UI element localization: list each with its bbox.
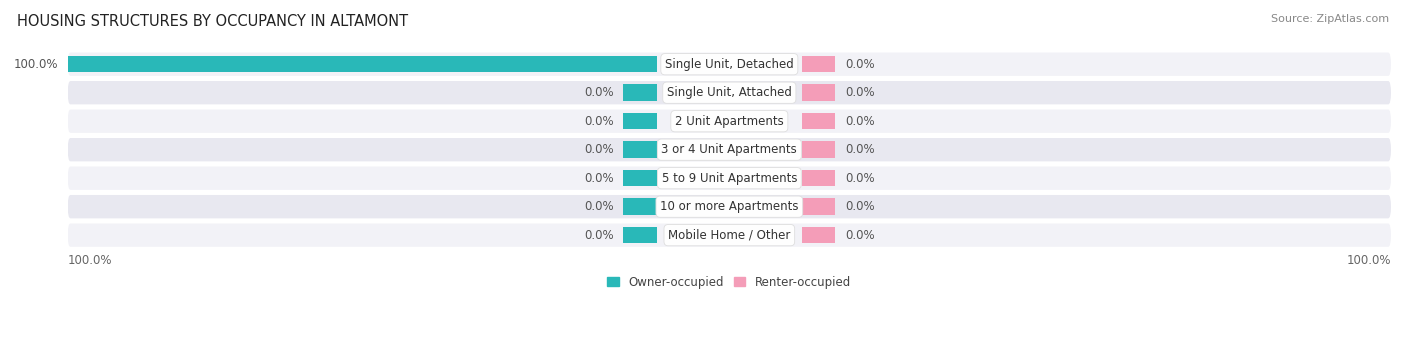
Text: Single Unit, Detached: Single Unit, Detached xyxy=(665,58,794,71)
Bar xyxy=(623,85,657,101)
Bar xyxy=(623,227,657,243)
Text: 0.0%: 0.0% xyxy=(845,200,875,213)
Text: 3 or 4 Unit Apartments: 3 or 4 Unit Apartments xyxy=(661,143,797,156)
Text: 0.0%: 0.0% xyxy=(583,86,613,99)
Bar xyxy=(801,56,835,73)
Text: 0.0%: 0.0% xyxy=(583,200,613,213)
Text: Mobile Home / Other: Mobile Home / Other xyxy=(668,229,790,242)
Bar xyxy=(623,142,657,158)
Bar xyxy=(623,170,657,187)
Text: 100.0%: 100.0% xyxy=(67,254,112,267)
Text: 100.0%: 100.0% xyxy=(1347,254,1391,267)
Text: HOUSING STRUCTURES BY OCCUPANCY IN ALTAMONT: HOUSING STRUCTURES BY OCCUPANCY IN ALTAM… xyxy=(17,14,408,29)
Text: 0.0%: 0.0% xyxy=(583,143,613,156)
FancyBboxPatch shape xyxy=(67,166,1391,190)
FancyBboxPatch shape xyxy=(67,138,1391,161)
Text: 0.0%: 0.0% xyxy=(583,115,613,128)
FancyBboxPatch shape xyxy=(67,109,1391,133)
Text: 100.0%: 100.0% xyxy=(13,58,58,71)
FancyBboxPatch shape xyxy=(67,223,1391,247)
Text: Source: ZipAtlas.com: Source: ZipAtlas.com xyxy=(1271,14,1389,24)
Text: 0.0%: 0.0% xyxy=(845,229,875,242)
Text: 2 Unit Apartments: 2 Unit Apartments xyxy=(675,115,783,128)
FancyBboxPatch shape xyxy=(67,53,1391,76)
Bar xyxy=(623,198,657,215)
Text: 0.0%: 0.0% xyxy=(583,229,613,242)
FancyBboxPatch shape xyxy=(67,195,1391,218)
Legend: Owner-occupied, Renter-occupied: Owner-occupied, Renter-occupied xyxy=(603,271,856,294)
FancyBboxPatch shape xyxy=(67,81,1391,104)
Text: 0.0%: 0.0% xyxy=(845,86,875,99)
Text: 0.0%: 0.0% xyxy=(845,58,875,71)
Bar xyxy=(801,85,835,101)
Bar xyxy=(801,198,835,215)
Bar xyxy=(801,227,835,243)
Bar xyxy=(623,113,657,130)
Text: 10 or more Apartments: 10 or more Apartments xyxy=(659,200,799,213)
Text: 0.0%: 0.0% xyxy=(845,172,875,185)
Bar xyxy=(67,56,657,73)
Bar xyxy=(801,142,835,158)
Bar xyxy=(801,170,835,187)
Text: Single Unit, Attached: Single Unit, Attached xyxy=(666,86,792,99)
Text: 0.0%: 0.0% xyxy=(845,115,875,128)
Bar xyxy=(801,113,835,130)
Text: 5 to 9 Unit Apartments: 5 to 9 Unit Apartments xyxy=(662,172,797,185)
Text: 0.0%: 0.0% xyxy=(583,172,613,185)
Text: 0.0%: 0.0% xyxy=(845,143,875,156)
